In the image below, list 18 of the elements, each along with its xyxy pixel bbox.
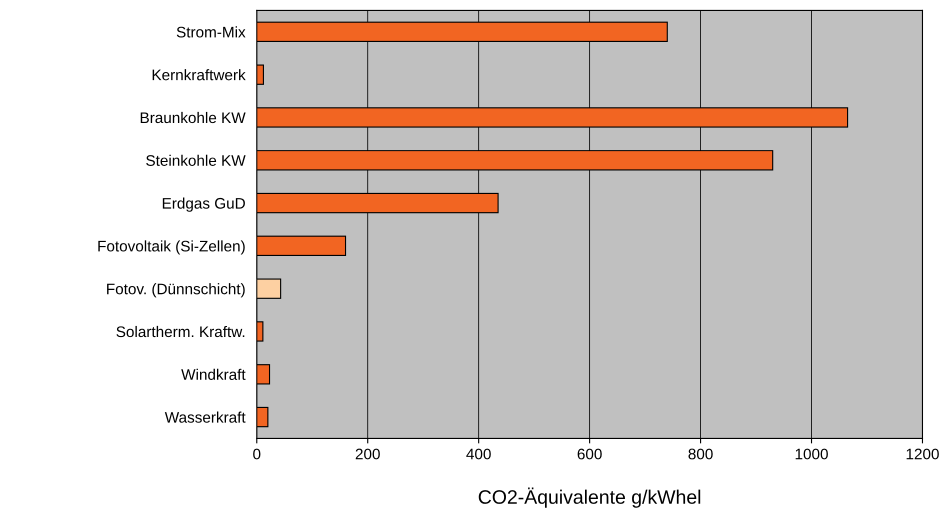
x-tick-label: 400 [466,448,491,460]
x-tick-label: 1200 [906,448,939,460]
y-tick-label: Fotov. (Dünnschicht) [107,283,245,298]
y-tick-label: Strom-Mix [176,26,246,38]
x-tick-label: 200 [356,448,380,460]
x-tick-label: 1000 [796,448,828,460]
y-tick-label: Braunkohle KW [140,112,246,124]
y-tick-label: Kernkraftwerk [152,69,246,80]
y-tick-label: Windkraft [181,368,246,380]
x-tick-label: 800 [688,448,713,460]
x-tick-label: 0 [253,448,260,460]
y-tick-label: Erdgas GuD [162,198,245,212]
x-axis-title: CO2-Äquivalente g/kWhel [478,487,700,508]
y-tick-label: Solartherm. Kraftw. [116,326,244,338]
y-tick-label: Wasserkraft [164,412,246,423]
y-tick-label: Steinkohle KW [146,154,246,166]
x-tick-label: 600 [578,448,602,460]
y-tick-label: Fotovoltaik (Si-Zellen) [98,240,245,255]
